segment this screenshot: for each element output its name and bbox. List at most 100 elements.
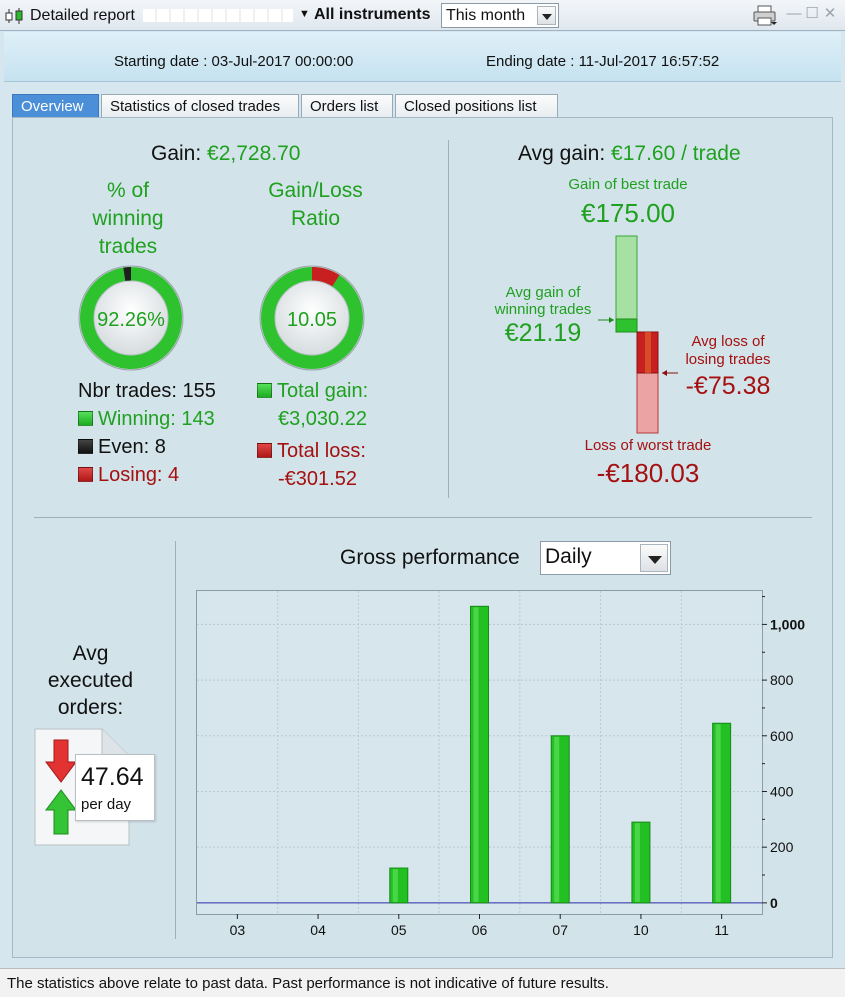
winning-title-line: trades bbox=[98, 235, 158, 258]
total-loss-row: Total loss: bbox=[257, 437, 368, 465]
winning-pct-value: 92.26% bbox=[97, 309, 165, 331]
date-range-header: Starting date : 03-Jul-2017 00:00:00 End… bbox=[4, 32, 841, 82]
avg-win-label-line: Avg gain of bbox=[505, 284, 581, 301]
ratio-value: 10.05 bbox=[287, 309, 337, 331]
arrow-left-icon bbox=[662, 370, 678, 376]
x-tick-label: 10 bbox=[633, 922, 649, 938]
tab-orders-list[interactable]: Orders list bbox=[301, 94, 393, 117]
total-gain-label: Total gain: bbox=[277, 380, 369, 402]
divider bbox=[175, 541, 176, 939]
red-square-icon bbox=[257, 443, 272, 458]
red-square-icon bbox=[78, 467, 93, 482]
gain-loss-ratio-title: Gain/Loss Ratio bbox=[243, 177, 388, 233]
avg-loss-label: Avg loss of losing trades bbox=[668, 333, 788, 369]
chart-bar-highlight bbox=[715, 724, 721, 902]
chart-bar-05[interactable] bbox=[389, 867, 409, 904]
y-tick-label: 1,000 bbox=[770, 616, 805, 632]
gain-value: €2,728.70 bbox=[207, 142, 301, 165]
chart-bar-07[interactable] bbox=[550, 735, 570, 904]
y-tick-label: 200 bbox=[770, 839, 794, 855]
status-bar: The statistics above relate to past data… bbox=[0, 968, 845, 997]
candlestick-icon bbox=[5, 8, 23, 24]
avg-loss-label-line: Avg loss of bbox=[691, 333, 765, 350]
losing-count-row: Losing: 4 bbox=[78, 461, 216, 489]
losing-count: Losing: 4 bbox=[98, 464, 180, 486]
disclaimer-text: The statistics above relate to past data… bbox=[7, 975, 609, 992]
x-tick-label: 03 bbox=[230, 922, 246, 938]
y-tick-label: 800 bbox=[770, 672, 794, 688]
total-loss-label: Total loss: bbox=[277, 440, 366, 462]
total-gain-value: €3,030.22 bbox=[278, 408, 367, 430]
divider bbox=[448, 140, 449, 498]
x-tick-label: 07 bbox=[552, 922, 568, 938]
chart-bar-11[interactable] bbox=[712, 722, 732, 904]
winning-trades-donut: 92.26% bbox=[78, 265, 184, 371]
avg-win-label: Avg gain of winning trades bbox=[483, 284, 603, 318]
total-loss-value: -€301.52 bbox=[278, 468, 357, 490]
winning-trades-title: % of winning trades bbox=[63, 177, 193, 261]
maximize-icon[interactable]: ☐ bbox=[805, 5, 819, 22]
chart-bar-highlight bbox=[473, 607, 479, 902]
divider bbox=[34, 517, 812, 518]
gain-loss-ratio-donut: 10.05 bbox=[259, 265, 365, 371]
window-title: Detailed report bbox=[30, 7, 135, 24]
starting-date: Starting date : 03-Jul-2017 00:00:00 bbox=[114, 53, 354, 70]
tab-closed-positions-list[interactable]: Closed positions list bbox=[395, 94, 558, 117]
even-count: Even: 8 bbox=[98, 436, 166, 458]
y-tick-label: 400 bbox=[770, 783, 794, 799]
y-tick-label: 0 bbox=[770, 895, 778, 911]
nbr-trades: Nbr trades: 155 bbox=[78, 380, 216, 402]
winning-title-line: % of bbox=[106, 179, 150, 202]
green-square-icon bbox=[78, 411, 93, 426]
even-count-row: Even: 8 bbox=[78, 433, 216, 461]
totals: Total gain: €3,030.22 Total loss: -€301.… bbox=[257, 377, 368, 493]
orders-per-day-box: 47.64 per day bbox=[75, 754, 155, 821]
orders-title-line: Avg bbox=[72, 642, 109, 665]
orders-unit: per day bbox=[81, 796, 132, 813]
overview-panel: Gain: €2,728.70 % of winning trades Gain… bbox=[12, 117, 833, 958]
x-tick-label: 11 bbox=[714, 922, 729, 938]
avg-gain-label: Avg gain: bbox=[518, 142, 606, 165]
x-tick-label: 06 bbox=[472, 922, 488, 938]
worst-trade-value: -€180.03 bbox=[596, 458, 700, 488]
gross-performance-chart: 0 200 400 600 800 1,000 03 04 05 06 07 10 11 bbox=[196, 590, 805, 938]
title-bar: Detailed report ▼ All instruments This m… bbox=[0, 0, 845, 31]
chart-bar-06[interactable] bbox=[470, 605, 489, 904]
x-tick-label: 04 bbox=[310, 922, 326, 938]
gross-performance-title: Gross performance bbox=[340, 546, 520, 569]
total-gain-row: Total gain: bbox=[257, 377, 368, 405]
ratio-title-line: Gain/Loss bbox=[268, 179, 363, 202]
period-select-value: This month bbox=[446, 7, 526, 24]
gain-label: Gain: bbox=[151, 142, 202, 165]
avg-loss-value: -€75.38 bbox=[685, 372, 771, 400]
period-select[interactable]: This month bbox=[441, 3, 559, 28]
green-square-icon bbox=[257, 383, 272, 398]
tab-overview[interactable]: Overview bbox=[12, 94, 99, 117]
avg-win-label-line: winning trades bbox=[494, 301, 592, 318]
winning-count-row: Winning: 143 bbox=[78, 405, 216, 433]
x-tick-label: 05 bbox=[391, 922, 407, 938]
avg-gain-value: €17.60 / trade bbox=[611, 142, 741, 165]
avg-executed-orders-title: Avg executed orders: bbox=[23, 640, 158, 721]
chart-bar-highlight bbox=[554, 736, 560, 902]
gain-summary: Gain: €2,728.70 bbox=[151, 142, 300, 166]
printer-icon[interactable] bbox=[752, 5, 778, 27]
best-trade-label: Gain of best trade bbox=[568, 176, 688, 193]
instruments-selector[interactable]: All instruments bbox=[314, 6, 431, 23]
chevron-down-icon[interactable] bbox=[640, 544, 668, 572]
avg-win-value: €21.19 bbox=[504, 319, 582, 347]
granularity-select[interactable]: Daily bbox=[540, 541, 671, 575]
chevron-down-icon[interactable] bbox=[537, 6, 556, 25]
best-trade-value: €175.00 bbox=[581, 198, 675, 228]
orders-title-line: orders: bbox=[57, 696, 124, 719]
ending-date: Ending date : 11-Jul-2017 16:57:52 bbox=[486, 53, 720, 70]
close-icon[interactable]: ✕ bbox=[823, 5, 837, 22]
chevron-down-icon[interactable]: ▼ bbox=[299, 8, 310, 20]
trade-counts: Nbr trades: 155 Winning: 143 Even: 8 Los… bbox=[78, 377, 216, 489]
chart-bar-10[interactable] bbox=[631, 821, 651, 904]
ratio-title-line: Ratio bbox=[290, 207, 341, 230]
minimize-icon[interactable]: — bbox=[786, 5, 802, 22]
avg-loss-label-line: losing trades bbox=[685, 351, 771, 368]
black-square-icon bbox=[78, 439, 93, 454]
tab-statistics-closed-trades[interactable]: Statistics of closed trades bbox=[101, 94, 299, 117]
